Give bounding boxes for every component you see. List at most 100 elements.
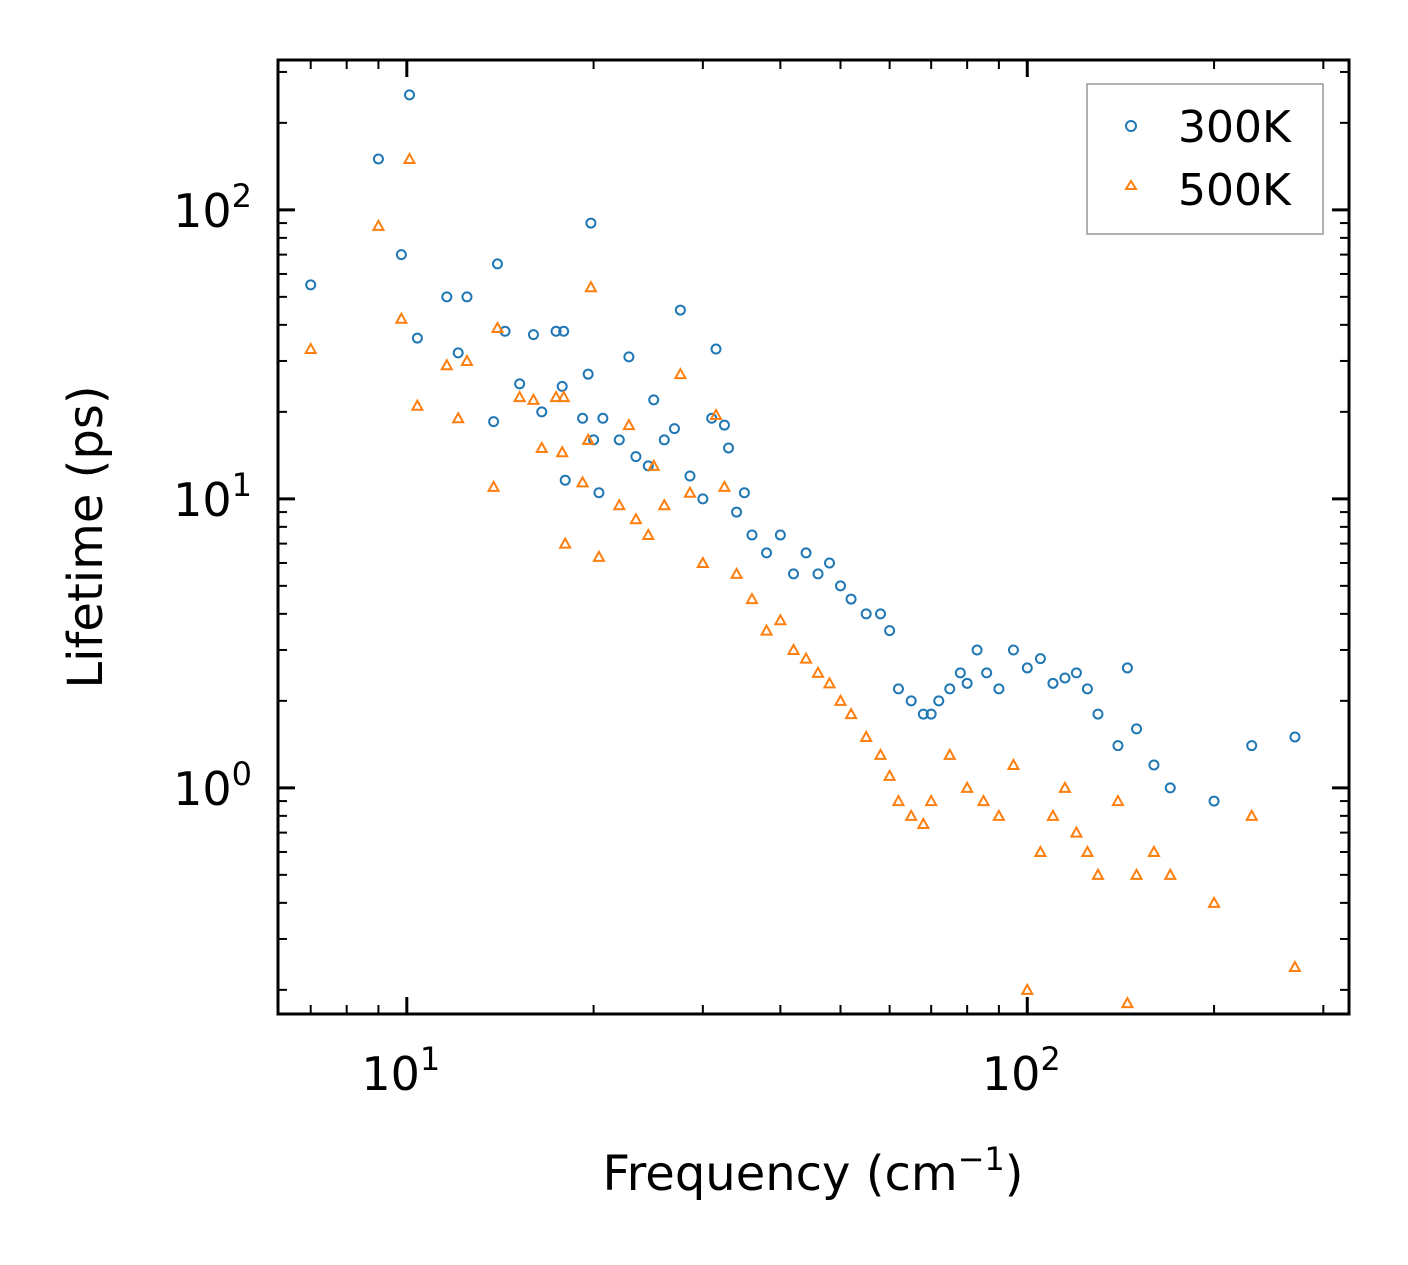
data-point-300k — [623, 351, 635, 363]
data-point-500k — [916, 816, 931, 829]
data-point-500k — [1080, 844, 1095, 857]
data-point-500k — [371, 218, 386, 231]
data-point-300k — [925, 708, 937, 720]
data-point-500k — [992, 808, 1006, 821]
y-tick-label: 102 — [173, 177, 252, 238]
data-point-300k — [658, 434, 670, 446]
data-point-500k — [799, 651, 813, 664]
data-point-300k — [892, 683, 904, 695]
data-point-500k — [592, 549, 606, 562]
data-point-300k — [452, 347, 464, 359]
data-point-500k — [558, 536, 572, 549]
data-point-300k — [441, 291, 453, 303]
data-point-500k — [549, 390, 563, 403]
data-point-300k — [1047, 677, 1059, 689]
data-point-500k — [1058, 780, 1072, 793]
data-point-300k — [1148, 759, 1160, 771]
data-point-500k — [709, 407, 723, 421]
data-point-500k — [683, 485, 697, 498]
data-point-300k — [558, 325, 570, 337]
data-point-300k — [630, 451, 642, 463]
y-tick-label: 101 — [173, 466, 252, 527]
data-point-500k — [759, 623, 774, 636]
data-point-500k — [859, 729, 873, 742]
data-point-300k — [981, 667, 993, 679]
data-point-300k — [1092, 708, 1104, 720]
legend-label-300k: 300K — [1178, 102, 1292, 153]
data-point-300k — [593, 487, 605, 499]
data-point-300k — [697, 493, 709, 505]
data-point-300k — [800, 547, 812, 559]
data-point-500k — [394, 311, 409, 324]
data-point-300k — [514, 378, 526, 390]
data-point-500k — [622, 418, 636, 431]
data-point-500k — [1288, 959, 1302, 972]
data-point-500k — [773, 613, 788, 626]
data-point-500k — [451, 411, 465, 424]
data-point-300k — [884, 625, 896, 637]
data-point-300k — [1021, 662, 1033, 674]
series-500k — [304, 151, 1302, 1009]
data-point-300k — [411, 332, 423, 344]
data-point-300k — [648, 394, 660, 406]
data-point-300k — [993, 683, 1005, 695]
data-point-500k — [612, 498, 626, 511]
data-point-300k — [1112, 740, 1124, 752]
legend: 300K 500K — [1086, 83, 1324, 235]
data-point-500k — [304, 341, 318, 355]
tick-labels: 101 102 100 101 102 — [173, 177, 1061, 1101]
x-tick-label: 101 — [361, 1040, 440, 1101]
data-point-500k — [811, 665, 825, 678]
data-point-500k — [526, 392, 541, 405]
data-point-500k — [535, 440, 549, 453]
data-point-300k — [731, 506, 743, 518]
data-point-300k — [845, 593, 857, 605]
data-point-500k — [1091, 867, 1105, 880]
y-axis-label: Lifetime (ps) — [58, 385, 114, 688]
major-ticks — [278, 60, 1349, 1014]
x-tick-label: 102 — [982, 1040, 1061, 1101]
data-point-300k — [824, 557, 836, 569]
data-point-500k — [1129, 867, 1144, 880]
data-point-300k — [933, 695, 945, 707]
data-point-500k — [1111, 794, 1125, 807]
data-point-500k — [1207, 895, 1221, 908]
data-point-300k — [461, 291, 473, 303]
data-point-500k — [657, 498, 671, 511]
data-point-300k — [403, 89, 415, 101]
data-point-500k — [575, 475, 590, 488]
data-point-300k — [788, 568, 800, 580]
data-point-500k — [460, 353, 474, 366]
data-point-300k — [550, 325, 562, 337]
data-point-500k — [924, 794, 938, 807]
data-point-300k — [761, 547, 773, 559]
data-points — [304, 89, 1302, 1009]
data-point-300k — [613, 434, 625, 446]
data-point-500k — [943, 747, 957, 760]
data-point-500k — [1020, 982, 1034, 995]
data-point-300k — [1070, 667, 1082, 679]
data-point-500k — [976, 794, 991, 807]
data-point-500k — [1006, 757, 1021, 770]
data-point-300k — [491, 258, 503, 270]
data-point-300k — [1289, 731, 1301, 743]
data-point-500k — [745, 592, 759, 605]
data-point-500k — [873, 747, 888, 760]
data-point-500k — [833, 693, 848, 706]
x-axis-label-superscript: −1 — [958, 1140, 1005, 1178]
data-point-300k — [488, 416, 500, 428]
data-point-300k — [1164, 782, 1176, 794]
data-point-500k — [904, 808, 918, 821]
series-300k — [305, 89, 1301, 807]
data-point-300k — [812, 568, 824, 580]
data-point-300k — [917, 708, 929, 720]
data-point-300k — [305, 279, 317, 291]
data-point-300k — [746, 529, 758, 541]
data-point-300k — [582, 368, 594, 380]
data-point-300k — [577, 412, 589, 424]
data-point-500k — [584, 280, 598, 293]
data-point-500k — [557, 390, 571, 403]
data-point-500k — [1033, 844, 1048, 857]
y-tick-label: 100 — [173, 755, 252, 816]
